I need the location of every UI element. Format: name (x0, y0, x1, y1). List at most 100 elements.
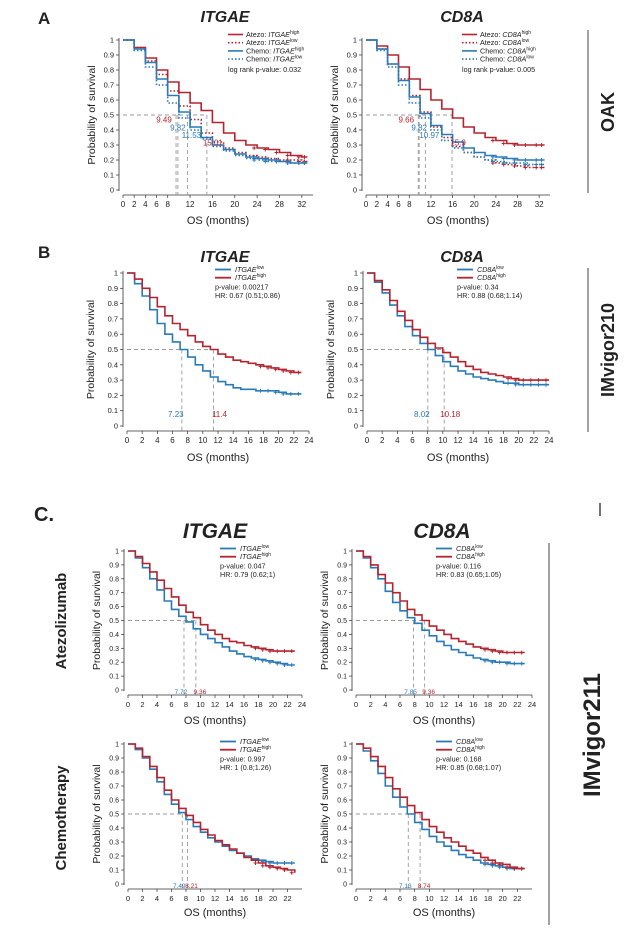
y-tick-label: 1 (353, 36, 357, 45)
legend-level: high (522, 30, 532, 36)
censor-mark (275, 661, 280, 666)
x-tick-label: 10 (196, 894, 204, 903)
x-tick-label: 12 (214, 436, 223, 445)
legend-gene: CD8A (456, 544, 475, 553)
legend-stat: HR: 1 (0.8;1.26) (220, 763, 271, 772)
censor-mark (275, 861, 280, 865)
x-tick-label: 14 (229, 436, 238, 445)
censor-mark (266, 388, 271, 393)
x-axis-label: OS (months) (187, 452, 249, 464)
x-tick-label: 0 (364, 200, 369, 209)
censor-mark (539, 158, 544, 162)
x-tick-label: 0 (126, 700, 130, 709)
x-tick-label: 24 (298, 700, 306, 709)
y-axis-label: Probability of survival (319, 571, 331, 670)
censor-mark (289, 870, 294, 875)
y-tick-label: 0.5 (347, 111, 357, 120)
median-label: 8.74 (418, 883, 431, 890)
censor-mark (512, 650, 517, 655)
censor-mark (534, 143, 539, 147)
censor-mark (544, 378, 548, 383)
km-plot-imvigor211-chemo-cd8a: 00.10.20.30.40.50.60.70.80.910 2 4 6 8 10 12 14… (319, 737, 532, 919)
y-tick-label: 0.1 (348, 406, 358, 415)
legend-prefix: Atezo: (246, 30, 268, 39)
x-tick-label: 12 (211, 894, 219, 903)
legend-stat: p-value: 0.116 (436, 561, 481, 570)
section-letter-c: C. (34, 504, 54, 526)
median-label: 9.36 (422, 689, 435, 696)
censor-mark (483, 647, 487, 652)
y-tick-label: 0.7 (108, 314, 118, 323)
y-tick-label: 0.6 (109, 604, 119, 611)
censor-mark (252, 158, 257, 162)
legend-gene: ITGAE (268, 30, 290, 39)
median-label: 11.53 (182, 131, 202, 140)
cohort-label-imvigor211: IMvigor211 (579, 673, 606, 797)
x-tick-label: 8 (413, 894, 417, 903)
y-tick-label: 0 (343, 688, 347, 695)
x-tick-label: 10 (438, 436, 447, 445)
x-tick-label: 16 (469, 894, 477, 903)
y-tick-label: 0 (110, 186, 114, 195)
censor-mark (268, 865, 272, 870)
y-tick-label: 0.5 (337, 618, 347, 625)
censor-mark (490, 138, 495, 143)
legend-label: ITGAElow (235, 265, 264, 274)
censor-mark (282, 662, 287, 667)
survival-curve (127, 272, 302, 395)
x-tick-label: 2 (140, 700, 144, 709)
median-label: 8.02 (414, 410, 430, 419)
legend-gene: CD8A (502, 30, 521, 39)
y-axis-label: Probability of survival (319, 764, 331, 863)
y-tick-label: 0.9 (108, 284, 118, 293)
x-tick-label: 4 (143, 200, 148, 209)
survival-curve (356, 743, 525, 870)
x-tick-label: 28 (275, 200, 284, 209)
legend-label: ITGAEhigh (240, 745, 271, 754)
y-tick-label: 0.4 (337, 826, 347, 833)
y-tick-label: 1 (114, 269, 118, 278)
legend-gene: ITGAE (235, 265, 257, 274)
x-tick-label: 16 (244, 436, 253, 445)
y-tick-label: 0.8 (348, 299, 358, 308)
x-tick-label: 20 (230, 200, 239, 209)
legend-gene: ITGAE (240, 737, 262, 746)
legend-stat: p-value: 0.997 (220, 754, 266, 763)
survival-curve (356, 550, 525, 654)
y-tick-label: 1 (343, 549, 347, 556)
censor-mark (260, 647, 265, 652)
x-tick-label: 0 (125, 436, 130, 445)
legend-label: CD8Ahigh (456, 745, 485, 754)
legend-gene: CD8A (507, 55, 526, 64)
x-axis-label: OS (months) (184, 715, 246, 727)
survival-curve (123, 39, 308, 164)
km-plot-imvigor211-atezo-cd8a: 00.10.20.30.40.50.60.70.80.910 2 4 6 8 10 12 14… (319, 544, 536, 727)
x-tick-label: 16 (240, 700, 248, 709)
x-tick-label: 0 (121, 200, 126, 209)
legend-level: low (257, 265, 265, 271)
x-tick-label: 22 (513, 894, 521, 903)
x-tick-label: 20 (470, 200, 479, 209)
censor-mark (513, 378, 518, 383)
censor-mark (289, 649, 294, 654)
legend-level: low (475, 544, 483, 550)
legend-stat: p-value: 0.047 (220, 561, 266, 570)
legend-stat: HR: 0.85 (0.68;1.07) (436, 763, 501, 772)
y-tick-label: 0.2 (347, 156, 357, 165)
x-tick-label: 8 (413, 700, 417, 709)
x-tick-label: 32 (297, 200, 306, 209)
median-label: 9.82 (411, 123, 427, 132)
y-tick-label: 0.2 (348, 391, 358, 400)
censor-mark (534, 162, 539, 167)
y-tick-label: 0.2 (108, 391, 118, 400)
legend-label: Atezo: ITGAEhigh (246, 30, 300, 39)
legend-level: high (526, 46, 536, 52)
censor-mark (544, 382, 548, 387)
x-tick-label: 8 (185, 436, 190, 445)
x-tick-label: 6 (410, 436, 415, 445)
censor-mark (523, 158, 528, 162)
legend-stat: log rank p-value: 0.005 (462, 65, 535, 74)
y-tick-label: 0.2 (109, 660, 119, 667)
censor-mark (490, 649, 495, 654)
y-axis-label: Probability of survival (91, 571, 103, 670)
